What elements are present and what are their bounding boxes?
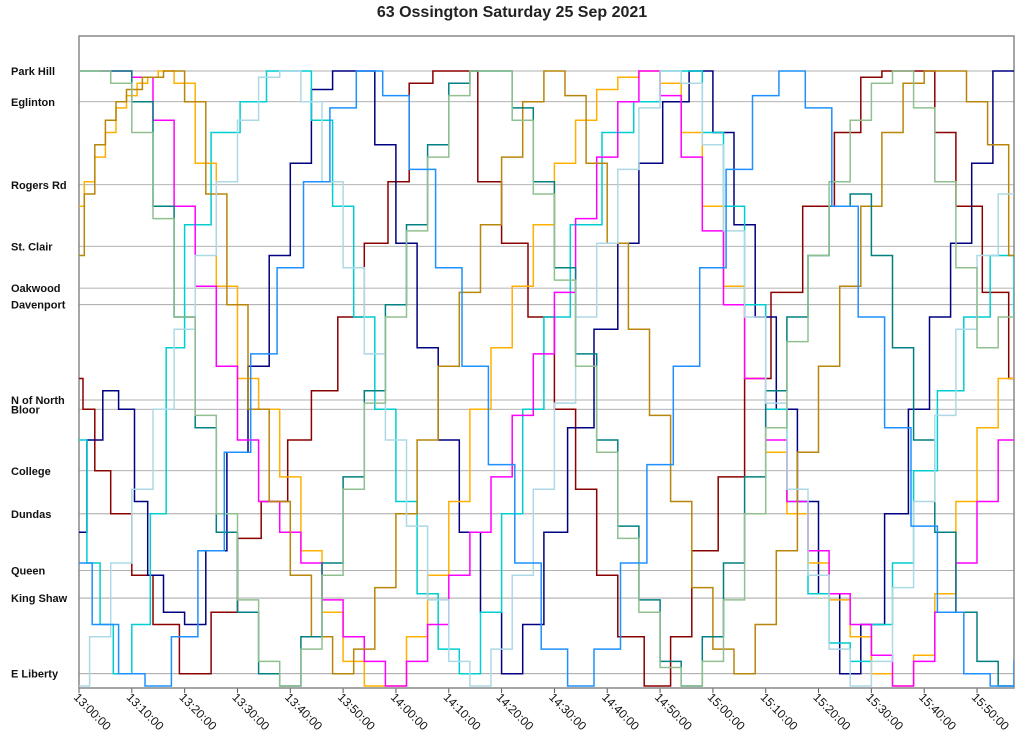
stop-label: King Shaw xyxy=(11,593,68,605)
time-label: 13:40:00 xyxy=(282,690,325,733)
time-label: 14:00:00 xyxy=(388,690,431,733)
stop-label: Oakwood xyxy=(11,283,61,295)
stop-label: E Liberty xyxy=(11,669,59,681)
bus-trace-8 xyxy=(79,70,1014,687)
time-label: 13:30:00 xyxy=(229,690,272,733)
time-label: 14:30:00 xyxy=(546,690,589,733)
stop-label: Park Hill xyxy=(11,66,55,78)
stop-label: Rogers Rd xyxy=(11,180,67,192)
time-grid xyxy=(78,688,978,693)
stop-label: Eglinton xyxy=(11,97,55,109)
stop-label: Bloor xyxy=(11,404,40,416)
time-label: 15:40:00 xyxy=(916,690,959,733)
stop-label: Queen xyxy=(11,565,46,577)
stop-label: St. Clair xyxy=(11,241,53,253)
stop-grid xyxy=(79,70,1014,675)
time-label: 14:20:00 xyxy=(493,690,536,733)
plot-frame xyxy=(78,35,1015,689)
time-label: 15:30:00 xyxy=(863,690,906,733)
stop-labels: Park Hill Eglinton Rogers Rd St. Clair Oakwo… xyxy=(11,66,68,681)
stop-label: College xyxy=(11,466,51,478)
time-label: 13:50:00 xyxy=(335,690,378,733)
time-label: 14:40:00 xyxy=(599,690,642,733)
time-label: 15:50:00 xyxy=(969,690,1012,733)
bus-trace-6 xyxy=(79,70,1014,687)
time-labels: 13:00:00 13:10:00 13:20:00 13:30:00 13:40:00… xyxy=(71,690,1012,733)
time-label: 15:20:00 xyxy=(810,690,853,733)
time-label: 15:10:00 xyxy=(758,690,801,733)
time-label: 13:10:00 xyxy=(124,690,167,733)
bus-trace-7 xyxy=(79,70,1014,687)
bus-trace-9 xyxy=(79,70,1014,687)
bus-trace-2 xyxy=(79,70,1014,675)
time-label: 13:00:00 xyxy=(71,690,114,733)
bus-trace-0 xyxy=(79,70,1014,687)
stop-label: Dundas xyxy=(11,509,51,521)
bus-trace-5 xyxy=(79,70,1014,675)
chart-title: 63 Ossington Saturday 25 Sep 2021 xyxy=(376,4,648,21)
time-label: 14:50:00 xyxy=(652,690,695,733)
bus-trace-4 xyxy=(100,70,1014,687)
bus-trace-1 xyxy=(79,70,1014,675)
time-label: 15:00:00 xyxy=(705,690,748,733)
stop-label: N of North xyxy=(11,395,65,407)
stop-label: Davenport xyxy=(11,300,66,312)
bus-traces xyxy=(79,70,1014,687)
time-label: 13:20:00 xyxy=(177,690,220,733)
time-label: 14:10:00 xyxy=(441,690,484,733)
